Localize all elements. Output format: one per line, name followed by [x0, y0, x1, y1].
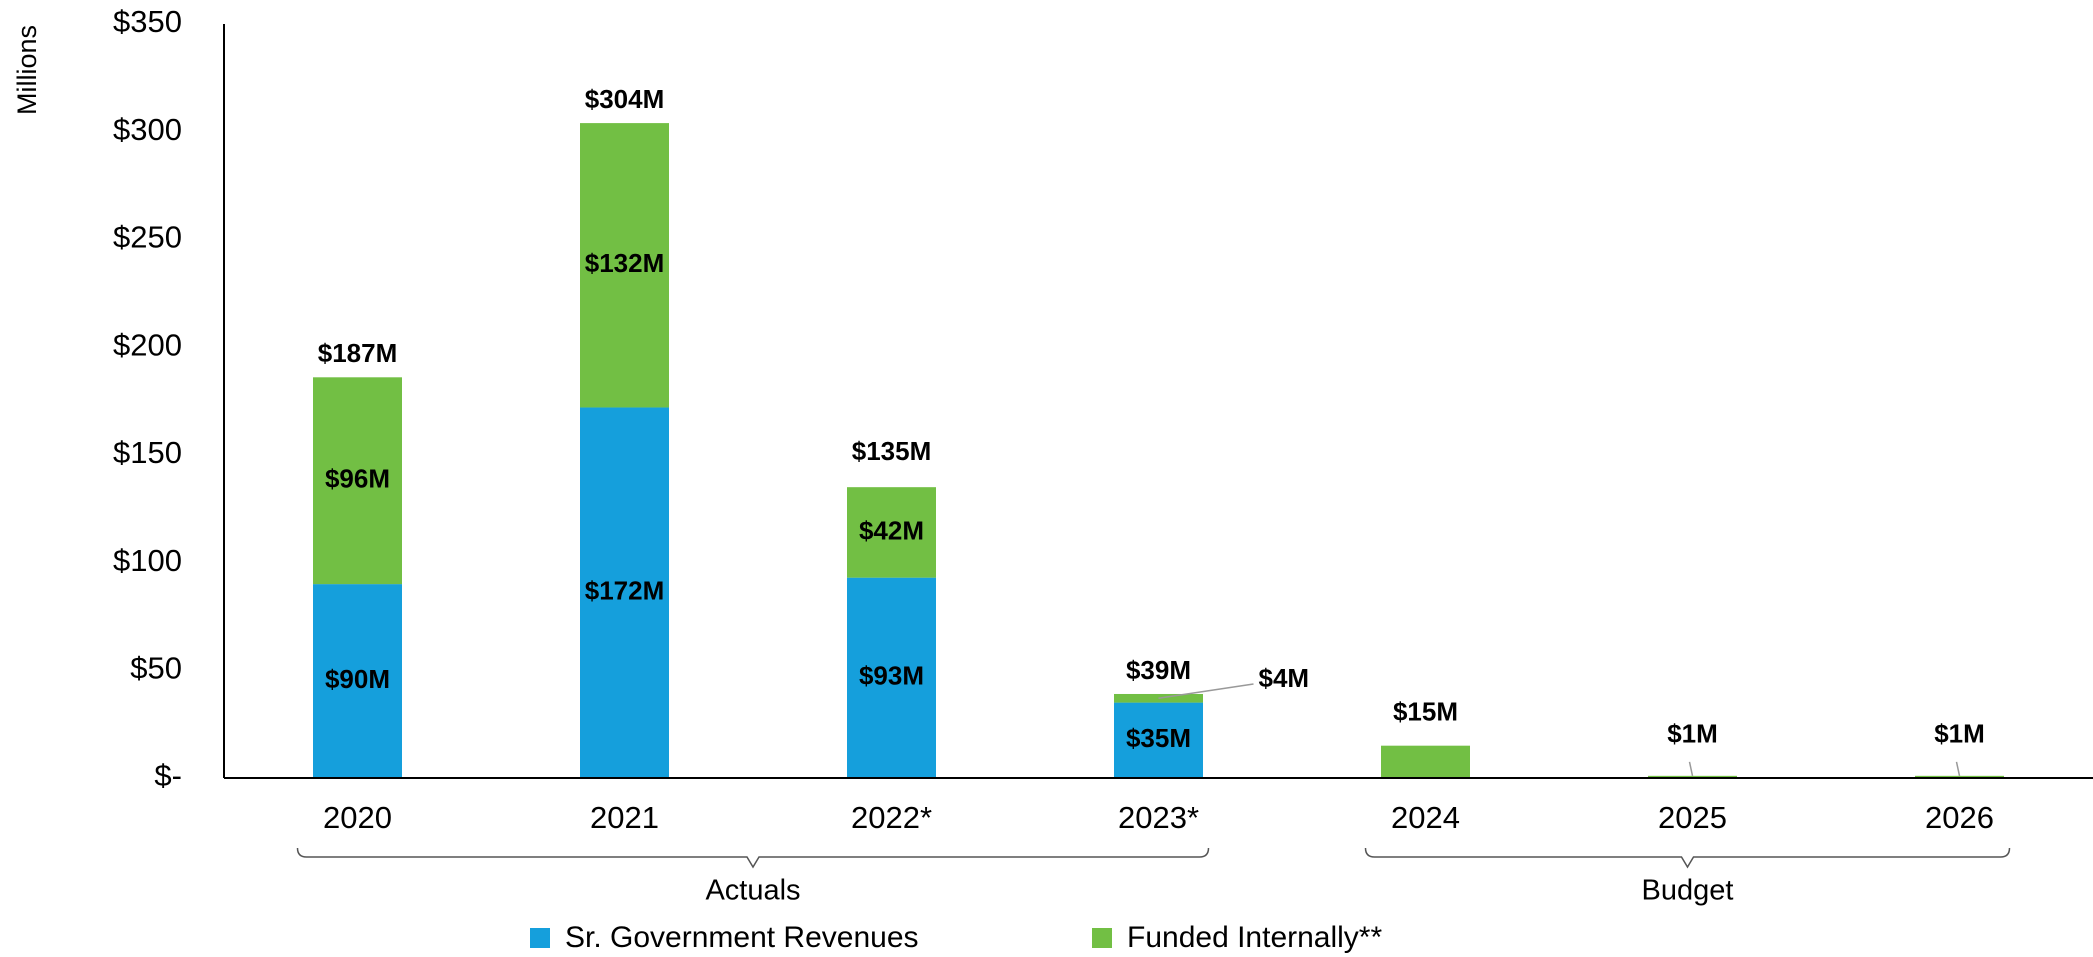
y-tick-label: $250 [113, 220, 182, 255]
group-bracket [296, 847, 1210, 869]
y-axis-label: Millions [12, 25, 42, 115]
data-label: $90M [325, 664, 390, 694]
y-tick-label: $- [154, 758, 182, 793]
bar-segment [1114, 702, 1203, 778]
bar-segment [1381, 745, 1470, 778]
x-tick-label: 2025 [1658, 800, 1727, 835]
y-tick-label: $150 [113, 435, 182, 470]
y-tick-label: $350 [113, 4, 182, 39]
bar-segment [580, 123, 669, 408]
total-label: $39M [1126, 655, 1191, 685]
total-label: $1M [1934, 719, 1985, 749]
total-label: $304M [585, 84, 665, 114]
x-tick-label: 2020 [323, 800, 392, 835]
x-tick-label: 2024 [1391, 800, 1460, 835]
data-label: $4M [1259, 663, 1310, 693]
bar-segment [847, 577, 936, 778]
data-label: $35M [1126, 723, 1191, 753]
x-tick-label: 2022* [851, 800, 932, 835]
leader-line [1955, 761, 1961, 777]
total-label: $1M [1667, 719, 1718, 749]
legend-label: Funded Internally** [1127, 921, 1382, 954]
data-label: $96M [325, 464, 390, 494]
legend-label: Sr. Government Revenues [565, 921, 919, 954]
legend-swatch [530, 928, 550, 948]
total-label: $135M [852, 436, 932, 466]
legend-swatch [1092, 928, 1112, 948]
leader-line [1688, 761, 1694, 777]
data-label: $132M [585, 248, 665, 278]
bar-segment [580, 407, 669, 778]
group-label: Actuals [705, 875, 800, 907]
x-tick-label: 2021 [590, 800, 659, 835]
x-tick-label: 2026 [1925, 800, 1994, 835]
y-tick-label: $100 [113, 543, 182, 578]
bar-segment [847, 487, 936, 578]
data-label: $42M [859, 515, 924, 545]
y-tick-label: $50 [130, 650, 182, 685]
total-label: $187M [318, 338, 398, 368]
x-tick-label: 2023* [1118, 800, 1199, 835]
bar-segment [1915, 775, 2004, 778]
group-bracket [1364, 847, 2011, 869]
y-tick-label: $300 [113, 112, 182, 147]
total-label: $15M [1393, 697, 1458, 727]
leader-line [1158, 683, 1254, 700]
y-tick-label: $200 [113, 327, 182, 362]
group-label: Budget [1642, 875, 1734, 907]
data-label: $172M [585, 576, 665, 606]
bar-segment [313, 584, 402, 778]
bar-segment [313, 377, 402, 585]
bar-segment [1648, 775, 1737, 778]
data-label: $93M [859, 661, 924, 691]
